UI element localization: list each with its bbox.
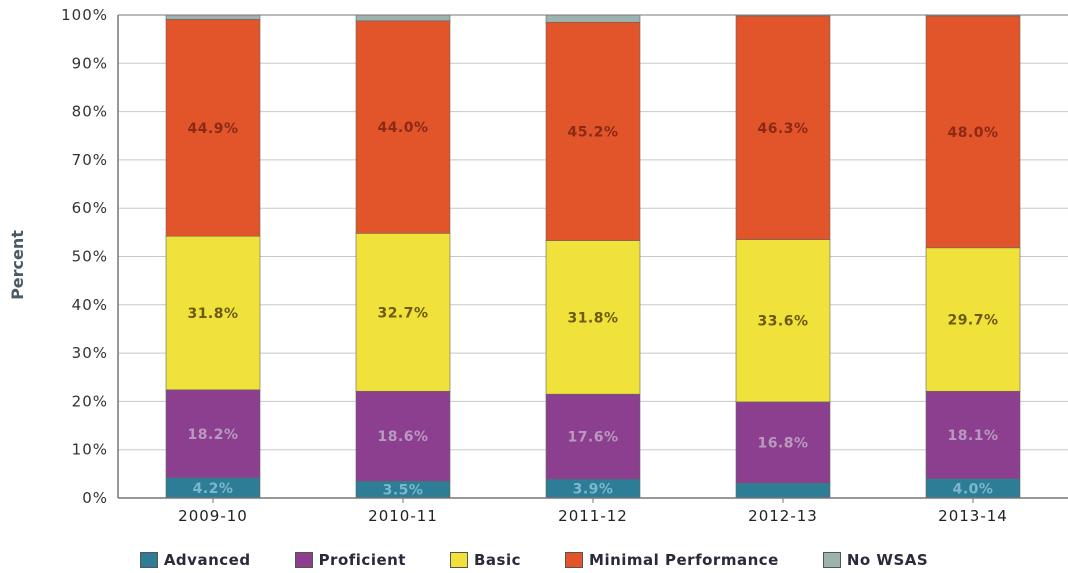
bars: 4.2% 18.2% 31.8% 44.9% 3.5% 18.6% 32.7% 44.0% 3.… — [165, 14, 1021, 499]
y-tick-label: 90% — [72, 54, 108, 72]
bar-data-label: 32.7% — [377, 305, 428, 321]
bar-segment — [735, 401, 831, 484]
bar-segment — [165, 235, 261, 391]
bar-segment — [735, 482, 831, 499]
bar-data-label: 18.1% — [947, 428, 998, 444]
legend-swatch — [565, 552, 584, 568]
legend-swatch — [449, 552, 468, 568]
legend: Advanced Proficient Basic Minimal Performan… — [0, 548, 1068, 572]
bar-segment — [735, 15, 831, 240]
y-tick-label: 10% — [72, 441, 108, 459]
y-axis-label: Percent — [8, 230, 27, 300]
bar-segment — [355, 233, 451, 392]
legend-item: Minimal Performance — [565, 551, 779, 569]
legend-label: Proficient — [318, 551, 406, 569]
bar-data-label: 4.2% — [193, 481, 234, 497]
bar-segment — [355, 14, 451, 22]
bar-segment — [545, 21, 641, 241]
bar-data-label: 31.8% — [187, 306, 238, 322]
y-tick-label: 20% — [72, 392, 108, 410]
legend-item: Basic — [449, 551, 522, 569]
legend-swatch — [822, 552, 841, 568]
bar-data-label: 29.7% — [947, 313, 998, 329]
axes: 0% 10% 20% 30% 40% 50% 60% 70% 80% 90% 100% 2009-10… — [61, 6, 1068, 525]
bar-data-label: 18.2% — [187, 427, 238, 443]
y-tick-label: 0% — [82, 489, 108, 507]
x-tick-label: 2012-13 — [748, 507, 818, 525]
y-tick-label: 60% — [72, 199, 108, 217]
legend-item: Proficient — [294, 551, 406, 569]
bar-segment — [545, 240, 641, 395]
legend-label: Minimal Performance — [589, 551, 779, 569]
bar-segment — [545, 14, 641, 23]
bar-segment — [355, 20, 451, 234]
bar-data-label: 17.6% — [567, 430, 618, 446]
bar-data-label: 44.0% — [377, 120, 428, 136]
y-tick-label: 100% — [61, 6, 108, 24]
bar-data-label: 44.9% — [187, 121, 238, 137]
bar-segment — [925, 390, 1021, 479]
bar-data-label: 31.8% — [567, 310, 618, 326]
bar-data-label: 48.0% — [947, 125, 998, 141]
bar-data-label: 33.6% — [757, 314, 808, 330]
y-tick-label: 30% — [72, 344, 108, 362]
bar-segment — [165, 14, 261, 20]
bar-segment — [735, 239, 831, 403]
bar-data-label: 45.2% — [567, 124, 618, 140]
y-tick-label: 80% — [72, 103, 108, 121]
x-tick-label: 2009-10 — [178, 507, 248, 525]
x-tick-label: 2011-12 — [558, 507, 628, 525]
bar-data-label: 3.5% — [383, 483, 424, 499]
legend-label: Basic — [473, 551, 522, 569]
bar-segment — [165, 19, 261, 237]
legend-label: Advanced — [163, 551, 251, 569]
bar-segment — [925, 15, 1021, 249]
bar-segment — [355, 390, 451, 482]
x-tick-label: 2013-14 — [938, 507, 1008, 525]
x-tick-label: 2010-11 — [368, 507, 438, 525]
bar-data-label: 4.0% — [953, 481, 994, 497]
legend-item: Advanced — [139, 551, 251, 569]
legend-label: No WSAS — [846, 551, 929, 569]
y-tick-label: 70% — [72, 151, 108, 169]
legend-swatch — [294, 552, 313, 568]
y-tick-label: 50% — [72, 248, 108, 266]
bar-data-label: 46.3% — [757, 121, 808, 137]
y-tick-label: 40% — [72, 296, 108, 314]
legend-swatch — [139, 552, 158, 568]
bar-data-label: 16.8% — [757, 435, 808, 451]
bar-segment — [165, 389, 261, 479]
bar-data-label: 18.6% — [377, 429, 428, 445]
legend-item: No WSAS — [822, 551, 929, 569]
bar-segment — [545, 393, 641, 480]
bar-segment — [925, 247, 1021, 392]
bar-data-label: 3.9% — [573, 482, 614, 498]
